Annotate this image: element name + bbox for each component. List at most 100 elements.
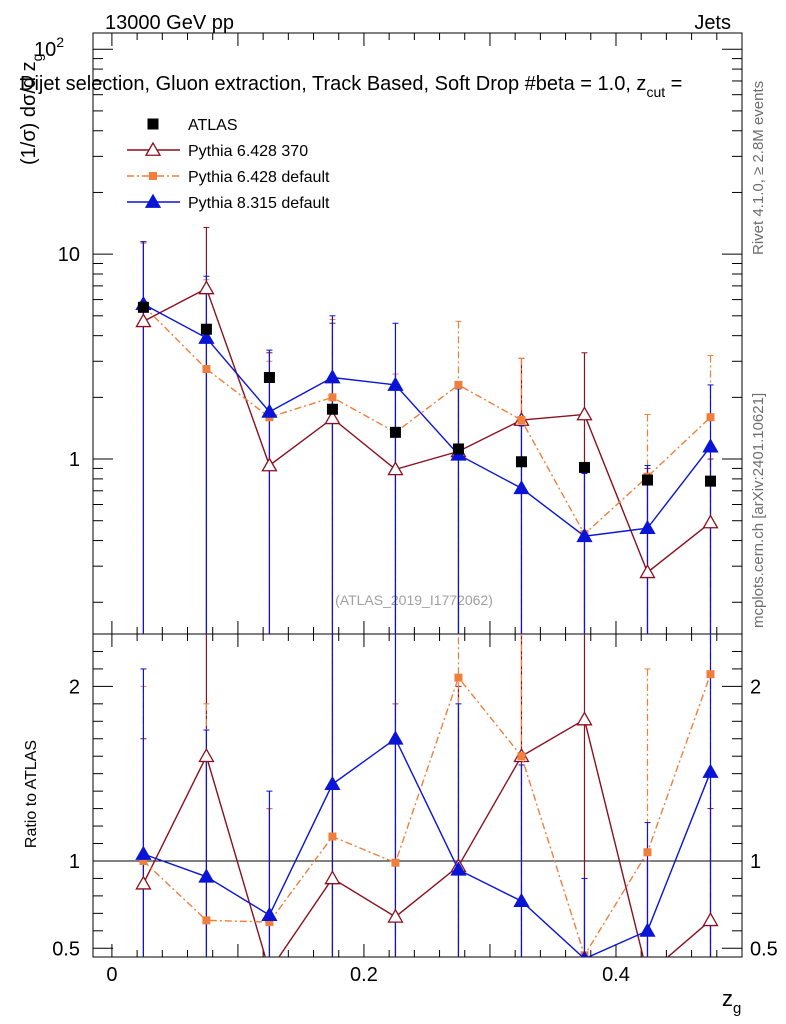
pythia-6-428-default-ratio-point bbox=[391, 858, 400, 867]
atlas-data-point bbox=[389, 426, 401, 438]
pythia-8-315-default-main-point bbox=[513, 479, 530, 495]
pythia-8-315-default-ratio-point bbox=[324, 775, 341, 791]
x-tick-label: 0 bbox=[106, 964, 117, 986]
pythia-6-428-370-main-point bbox=[576, 406, 593, 421]
legend-pythia-8-315-default-label: Pythia 8.315 default bbox=[188, 195, 330, 212]
legend-pythia-6-428-default-marker bbox=[149, 172, 157, 180]
atlas-data-point bbox=[578, 461, 590, 473]
pythia-6-428-370-ratio-point bbox=[702, 912, 719, 927]
pythia-6-428-default-ratio-point bbox=[328, 832, 337, 841]
analysis-watermark: (ATLAS_2019_I1772062) bbox=[335, 592, 493, 608]
pythia-6-428-370-ratio-line bbox=[142, 718, 711, 957]
pythia-8-315-default-ratio-point bbox=[450, 861, 467, 876]
selection-title: Dijet selection, Gluon extraction, Track… bbox=[20, 73, 682, 100]
main-series bbox=[135, 226, 719, 634]
atlas-data-point bbox=[515, 456, 527, 468]
mcplots-reference-label: mcplots.cern.ch [arXiv:2401.10621] bbox=[750, 393, 767, 628]
pythia-6-428-default-main-point bbox=[517, 416, 526, 425]
x-axis-title-sub: g bbox=[733, 1000, 741, 1017]
legend-pythia-6-428-370-label: Pythia 6.428 370 bbox=[188, 143, 308, 160]
pythia-8-315-default-ratio-point bbox=[261, 906, 278, 921]
pythia-6-428-370-main-point bbox=[135, 313, 152, 328]
main-y-tick-label: 1 bbox=[69, 449, 80, 471]
pythia-8-315-default-main-point bbox=[639, 519, 656, 535]
pythia-6-428-default-main-point bbox=[454, 380, 463, 389]
ratio-y-tick-label-right: 2 bbox=[750, 676, 761, 698]
pythia-6-428-default-main-point bbox=[202, 365, 211, 374]
pythia-8-315-default-ratio-point bbox=[198, 868, 215, 883]
pythia-6-428-default-ratio-point bbox=[202, 916, 211, 925]
category-label: Jets bbox=[694, 12, 731, 34]
ratio-y-axis-title: Ratio to ATLAS bbox=[23, 740, 40, 848]
legend-atlas-label: ATLAS bbox=[188, 117, 238, 134]
pythia-6-428-370-ratio-point bbox=[576, 711, 593, 726]
pythia-8-315-default-ratio-line bbox=[143, 737, 712, 957]
x-ticks: 0 0.2 0.4 bbox=[106, 33, 743, 986]
rivet-version-label: Rivet 4.1.0, ≥ 2.8M events bbox=[750, 81, 767, 255]
atlas-data-point bbox=[200, 323, 212, 335]
pythia-6-428-default-main-line bbox=[142, 305, 711, 536]
atlas-data-point bbox=[704, 475, 716, 487]
pythia-6-428-370-main-point bbox=[387, 461, 404, 476]
pythia-8-315-default-main-point bbox=[198, 329, 215, 344]
main-y-tick-label-base: 10 bbox=[34, 39, 56, 61]
pythia-6-428-370-ratio-point bbox=[135, 875, 152, 890]
pythia-6-428-370-main-point bbox=[324, 410, 341, 425]
pythia-8-315-default-main-point bbox=[324, 369, 341, 384]
pythia-8-315-default-ratio-point bbox=[580, 950, 589, 957]
pythia-8-315-default-ratio-point bbox=[135, 845, 152, 860]
ratio-y-tick-label: 2 bbox=[69, 676, 80, 698]
pythia-8-315-default-main-line bbox=[143, 303, 712, 537]
ratio-y-tick-label-right: 1 bbox=[750, 851, 761, 873]
atlas-data-point bbox=[641, 474, 653, 486]
pythia-6-428-370-main-line bbox=[143, 287, 711, 574]
x-tick-label: 0.2 bbox=[350, 964, 378, 986]
pythia-8-315-default-main-point bbox=[387, 376, 404, 391]
pythia-8-315-default-ratio-point bbox=[639, 922, 656, 937]
pythia-6-428-370-main-point bbox=[198, 280, 215, 295]
main-y-tick-label: 102 bbox=[34, 34, 64, 61]
atlas-data-point bbox=[452, 443, 464, 455]
pythia-6-428-370-main-point bbox=[639, 564, 656, 579]
selection-title-main: Dijet selection, Gluon extraction, Track… bbox=[20, 73, 646, 95]
legend-pythia-6-428-370-marker bbox=[144, 141, 162, 156]
main-y-tick-label: 10 bbox=[58, 244, 80, 266]
x-axis-title-text: z bbox=[722, 986, 733, 1011]
ratio-y-tick-label: 0.5 bbox=[52, 938, 80, 960]
pythia-6-428-370-ratio-point bbox=[198, 747, 215, 763]
legend-pythia-6-428-default-label: Pythia 6.428 default bbox=[188, 169, 330, 186]
x-axis-title: zg bbox=[722, 986, 741, 1017]
energy-label: 13000 GeV pp bbox=[105, 12, 234, 34]
legend-atlas-marker bbox=[147, 118, 159, 130]
legend: ATLAS Pythia 6.428 370 Pythia 6.428 defaul… bbox=[127, 117, 330, 212]
pythia-6-428-370-ratio-point bbox=[324, 870, 341, 885]
pythia-6-428-default-ratio-point bbox=[517, 752, 526, 761]
pythia-6-428-default-ratio-point bbox=[265, 918, 274, 927]
main-y-axis-title: (1/σ) dσ/d zg bbox=[18, 54, 45, 165]
pythia-6-428-370-main-point bbox=[702, 514, 719, 529]
ratio-y-tick-label-right: 0.5 bbox=[750, 938, 778, 960]
selection-title-eq: = bbox=[665, 73, 682, 95]
pythia-8-315-default-main-point bbox=[702, 438, 719, 453]
atlas-data-point bbox=[326, 403, 338, 415]
pythia-6-428-default-ratio-point bbox=[454, 673, 463, 682]
pythia-6-428-370-ratio-point bbox=[387, 908, 404, 923]
pythia-6-428-370-ratio-point bbox=[640, 967, 654, 979]
pythia-8-315-default-ratio-point bbox=[702, 763, 719, 778]
pythia-6-428-default-ratio-point bbox=[643, 848, 652, 857]
pythia-6-428-default-ratio-point bbox=[139, 856, 148, 865]
pythia-8-315-default-main-point bbox=[261, 403, 278, 418]
pythia-8-315-default-main-point bbox=[576, 527, 593, 543]
pythia-6-428-370-ratio-point bbox=[262, 964, 276, 976]
selection-title-sub: cut bbox=[646, 84, 665, 100]
pythia-8-315-default-ratio-point bbox=[513, 892, 530, 908]
pythia-6-428-default-ratio-line bbox=[142, 673, 712, 957]
ratio-y-tick-label: 1 bbox=[69, 851, 80, 873]
ratio-series bbox=[135, 634, 719, 979]
pythia-6-428-default-main-point bbox=[328, 393, 337, 402]
x-tick-label: 0.4 bbox=[602, 964, 630, 986]
ratio-ticks: 0.5 0.5 1 1 2 2 bbox=[52, 633, 778, 960]
atlas-data-point bbox=[263, 371, 275, 383]
